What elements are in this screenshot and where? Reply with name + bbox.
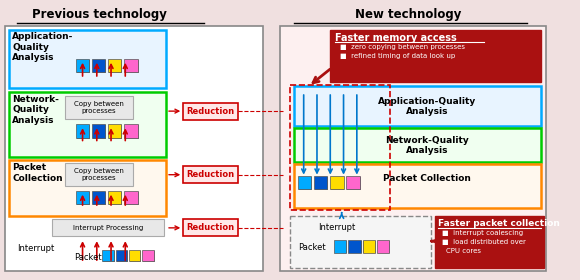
Bar (434, 216, 544, 268)
Bar (108, 191, 121, 204)
Text: Copy between
processes: Copy between processes (74, 101, 124, 114)
Bar (109, 192, 122, 205)
Bar (130, 251, 142, 262)
Text: Network-
Quality
Analysis: Network- Quality Analysis (12, 95, 59, 125)
Text: Reduction: Reduction (187, 170, 235, 179)
Text: ■  load distributed over: ■ load distributed over (442, 239, 526, 245)
Bar (52, 219, 164, 236)
Bar (125, 192, 139, 205)
Text: CPU cores: CPU cores (446, 248, 481, 254)
Bar (378, 241, 390, 253)
Bar (129, 250, 140, 261)
Bar (183, 166, 238, 183)
Bar (330, 176, 343, 189)
Text: ■  interrupt coalescing: ■ interrupt coalescing (442, 230, 523, 236)
Bar (93, 60, 106, 73)
Text: Application-Quality
Analysis: Application-Quality Analysis (378, 97, 476, 116)
Bar (109, 60, 122, 73)
Bar (124, 191, 137, 204)
Bar (142, 250, 154, 261)
Bar (294, 164, 541, 208)
Bar (64, 163, 133, 186)
Text: Interrupt: Interrupt (17, 244, 55, 253)
Bar (291, 216, 431, 268)
Text: Packet
Collection: Packet Collection (12, 163, 63, 183)
Bar (183, 102, 238, 120)
Text: Packet Collection: Packet Collection (383, 174, 471, 183)
Text: Reduction: Reduction (187, 223, 235, 232)
Bar (291, 85, 390, 210)
Bar (124, 124, 137, 138)
Bar (92, 59, 106, 72)
Text: Reduction: Reduction (187, 107, 235, 116)
Bar (331, 177, 345, 190)
Text: ■  zero copying between processes: ■ zero copying between processes (340, 44, 465, 50)
Text: ■  refined timing of data look up: ■ refined timing of data look up (340, 53, 455, 59)
Bar (294, 128, 541, 162)
Bar (76, 191, 89, 204)
Bar (124, 59, 137, 72)
Bar (377, 240, 389, 253)
Bar (298, 176, 311, 189)
Text: Copy between
processes: Copy between processes (74, 168, 124, 181)
Bar (362, 240, 375, 253)
Bar (294, 87, 541, 126)
Text: Network-Quality
Analysis: Network-Quality Analysis (385, 136, 469, 155)
Bar (116, 250, 127, 261)
Bar (9, 160, 166, 216)
Bar (299, 177, 312, 190)
Bar (143, 251, 155, 262)
Text: New technology: New technology (355, 8, 461, 21)
Bar (108, 124, 121, 138)
Bar (92, 191, 106, 204)
Bar (76, 59, 89, 72)
Text: Faster memory access: Faster memory access (335, 33, 457, 43)
Text: Packet: Packet (298, 243, 325, 252)
Bar (117, 251, 128, 262)
Bar (347, 177, 361, 190)
Bar (314, 176, 328, 189)
Text: Interrupt Processing: Interrupt Processing (73, 225, 143, 231)
Bar (76, 124, 89, 138)
Bar (334, 240, 346, 253)
Text: Previous technology: Previous technology (32, 8, 167, 21)
Bar (92, 124, 106, 138)
Bar (108, 59, 121, 72)
Bar (330, 29, 541, 82)
Bar (346, 176, 360, 189)
Bar (280, 26, 546, 270)
Bar (125, 60, 139, 73)
Bar (77, 192, 90, 205)
Bar (103, 250, 114, 261)
Bar (335, 241, 347, 253)
Bar (364, 241, 376, 253)
Bar (64, 96, 133, 119)
Bar (103, 251, 115, 262)
Text: Packet: Packet (74, 253, 101, 262)
Text: Faster packet collection: Faster packet collection (438, 219, 560, 228)
Bar (77, 125, 90, 139)
Text: Application-
Quality
Analysis: Application- Quality Analysis (12, 32, 74, 62)
Bar (183, 219, 238, 236)
Bar (93, 125, 106, 139)
Text: Interrupt: Interrupt (318, 223, 356, 232)
Bar (349, 240, 361, 253)
Bar (109, 125, 122, 139)
Bar (9, 92, 166, 157)
Bar (125, 125, 139, 139)
Bar (5, 26, 263, 270)
Bar (315, 177, 328, 190)
Bar (77, 60, 90, 73)
Bar (93, 192, 106, 205)
Bar (9, 29, 166, 88)
Bar (349, 241, 361, 253)
